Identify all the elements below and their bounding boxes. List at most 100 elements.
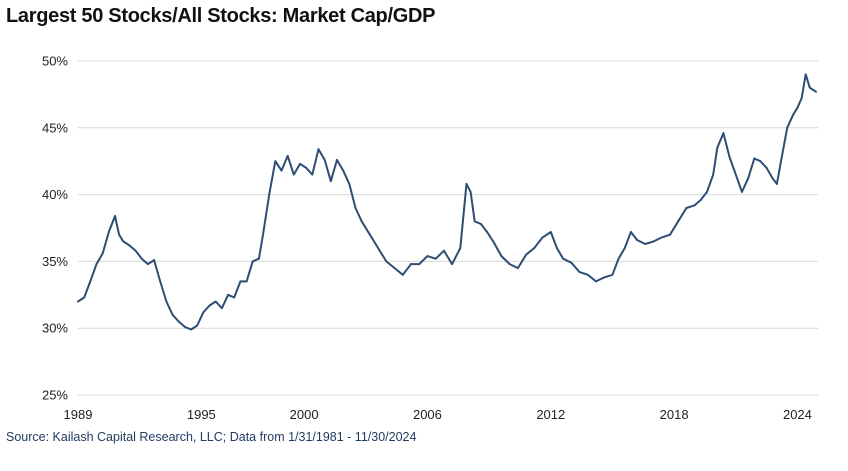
series-line xyxy=(77,73,817,331)
data-point xyxy=(486,231,488,233)
data-point xyxy=(759,160,762,163)
data-point xyxy=(159,280,162,283)
data-point xyxy=(685,207,688,209)
data-point xyxy=(780,160,782,163)
data-point xyxy=(578,271,581,273)
data-point xyxy=(401,273,404,276)
data-point xyxy=(348,183,351,185)
data-point xyxy=(280,169,283,172)
data-point xyxy=(83,296,86,299)
data-point xyxy=(792,113,795,116)
data-point xyxy=(299,162,301,165)
data-point xyxy=(171,313,174,316)
data-point xyxy=(669,233,671,236)
data-point xyxy=(177,320,180,323)
data-point xyxy=(644,243,647,245)
x-tick-label: 2018 xyxy=(660,407,689,422)
y-tick-label: 40% xyxy=(42,187,68,202)
y-tick-label: 35% xyxy=(42,254,68,269)
data-point xyxy=(140,257,143,260)
data-point xyxy=(549,231,552,233)
data-point xyxy=(165,300,168,303)
y-axis: 25% 30% 35% 40% 45% 50% xyxy=(42,54,68,403)
data-point xyxy=(262,233,264,236)
data-point xyxy=(636,239,639,241)
gridlines xyxy=(78,60,818,396)
data-point xyxy=(815,90,817,93)
data-point xyxy=(562,257,565,260)
x-tick-label: 2006 xyxy=(413,407,442,422)
data-point xyxy=(426,255,429,257)
data-point xyxy=(652,240,655,243)
data-point xyxy=(286,154,289,157)
source-note: Source: Kailash Capital Research, LLC; D… xyxy=(6,430,417,444)
data-point xyxy=(77,300,79,303)
data-point xyxy=(459,247,462,249)
data-point xyxy=(728,156,731,159)
data-point xyxy=(533,247,536,249)
data-point xyxy=(128,244,131,247)
y-tick-label: 45% xyxy=(42,120,68,135)
x-tick-label: 2000 xyxy=(290,407,319,422)
data-point xyxy=(107,231,110,233)
data-point xyxy=(556,247,558,249)
data-point xyxy=(257,257,260,260)
data-point xyxy=(765,166,768,169)
data-point xyxy=(775,183,778,185)
data-point xyxy=(311,173,314,176)
data-point xyxy=(410,263,412,265)
x-tick-label: 2012 xyxy=(536,407,565,422)
data-point xyxy=(183,325,186,328)
data-point xyxy=(500,255,503,257)
data-point xyxy=(251,260,254,263)
data-point xyxy=(202,311,205,314)
data-point xyxy=(190,328,192,331)
data-point xyxy=(800,97,803,100)
x-tick-label: 1989 xyxy=(64,407,93,422)
data-point xyxy=(354,207,357,209)
data-point xyxy=(292,173,295,176)
data-point xyxy=(611,273,614,276)
data-point xyxy=(473,220,476,223)
data-point xyxy=(660,236,663,239)
data-point xyxy=(95,263,98,265)
data-point xyxy=(239,280,242,283)
data-point xyxy=(786,126,789,129)
data-point xyxy=(442,249,445,252)
data-point xyxy=(146,263,149,265)
data-point xyxy=(342,169,345,172)
chart-title: Largest 50 Stocks/All Stocks: Market Cap… xyxy=(6,5,436,27)
x-tick-label: 1995 xyxy=(187,407,216,422)
data-point xyxy=(808,86,811,89)
data-point xyxy=(699,199,702,201)
data-point xyxy=(329,180,332,183)
data-point xyxy=(274,160,277,163)
data-point xyxy=(508,263,511,265)
data-point xyxy=(771,177,774,180)
data-point xyxy=(89,280,92,283)
data-point xyxy=(753,157,756,160)
data-point xyxy=(630,231,632,233)
data-point xyxy=(336,158,338,161)
data-point xyxy=(706,191,708,193)
data-point xyxy=(227,293,229,296)
data-point xyxy=(586,273,589,276)
data-point xyxy=(134,249,137,252)
data-point xyxy=(214,300,217,303)
y-tick-label: 30% xyxy=(42,321,68,336)
series-layer xyxy=(77,73,817,331)
data-point xyxy=(317,148,320,151)
data-point xyxy=(722,132,725,135)
data-point xyxy=(305,166,308,169)
data-point xyxy=(368,233,371,236)
data-point xyxy=(716,146,719,149)
data-point xyxy=(570,261,573,264)
data-point xyxy=(479,223,482,225)
data-point xyxy=(804,73,807,76)
data-point xyxy=(796,106,799,109)
x-tick-label: 2024 xyxy=(783,407,812,422)
data-point xyxy=(734,173,737,176)
data-point xyxy=(122,240,125,243)
x-axis: 1989 1995 2000 2006 2012 2018 2024 xyxy=(64,407,812,422)
